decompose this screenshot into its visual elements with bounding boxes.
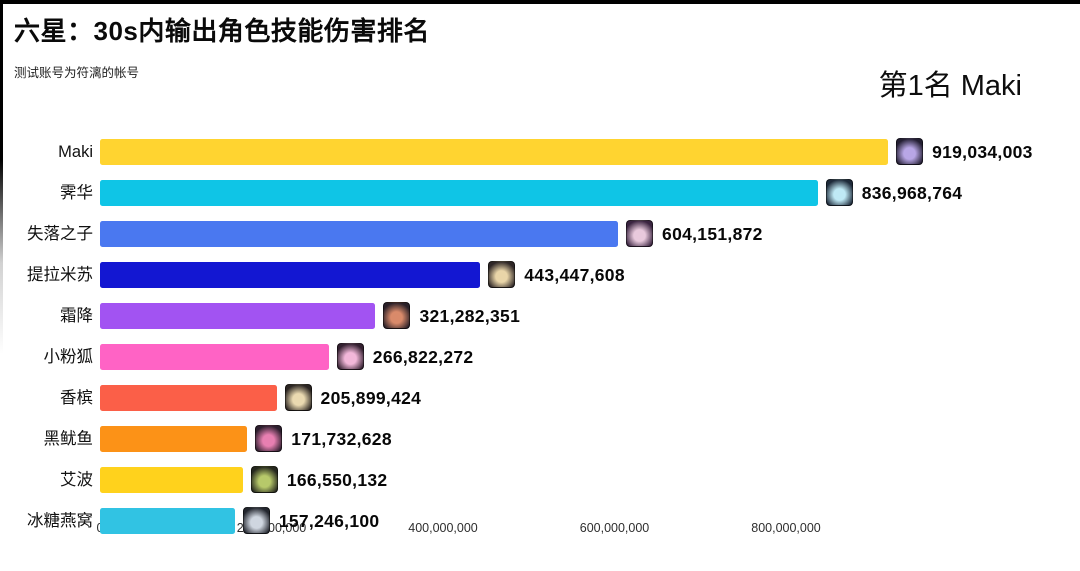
rank-banner: 第1名 Maki <box>878 70 1022 102</box>
bar-row: Maki 919,034,003 <box>0 138 1080 166</box>
bar-label: 艾波 <box>60 471 93 489</box>
bar-label: 霁华 <box>60 184 93 202</box>
x-axis-tick-label: 600,000,000 <box>579 521 650 535</box>
bar-value: 321,282,351 <box>419 306 521 326</box>
bar-row: 提拉米苏 443,447,608 <box>0 261 1080 289</box>
bar-value: 919,034,003 <box>932 142 1033 162</box>
page-title: 六星：30s内输出角色技能伤害排名 <box>14 16 430 46</box>
character-avatar-icon <box>336 343 364 370</box>
bar-value: 157,246,100 <box>278 511 380 531</box>
bar-label: 香槟 <box>60 389 93 407</box>
character-avatar-icon <box>488 261 516 288</box>
bar-label: 提拉米苏 <box>27 266 93 284</box>
bar <box>100 508 235 534</box>
bar-row: 黑鱿鱼 171,732,628 <box>0 425 1080 453</box>
bar-label: 小粉狐 <box>43 348 94 366</box>
page-subtitle: 测试账号为符漓的帐号 <box>14 66 140 80</box>
bar-label: 失落之子 <box>27 225 93 243</box>
x-axis-tick-label: 800,000,000 <box>751 521 821 535</box>
bar <box>100 467 243 493</box>
bar-label: 霜降 <box>60 307 93 325</box>
character-avatar-icon <box>896 138 924 165</box>
bar-row: 香槟 205,899,424 <box>0 384 1080 412</box>
bar-row: 霁华 836,968,764 <box>0 179 1080 207</box>
character-avatar-icon <box>825 179 853 206</box>
bar-label: 冰糖燕窝 <box>27 512 93 530</box>
character-avatar-icon <box>242 507 270 534</box>
bar-label: 黑鱿鱼 <box>43 430 94 448</box>
x-axis-tick-label: 400,000,000 <box>408 521 478 535</box>
bar <box>100 139 889 165</box>
bar-row: 失落之子 604,151,872 <box>0 220 1080 248</box>
bar <box>100 385 277 411</box>
bar <box>100 262 481 288</box>
character-avatar-icon <box>626 220 654 247</box>
character-avatar-icon <box>250 466 278 493</box>
bar-row: 霜降 321,282,351 <box>0 302 1080 330</box>
character-avatar-icon <box>284 384 312 411</box>
bar-value: 604,151,872 <box>662 224 763 244</box>
bar-value: 266,822,272 <box>372 347 474 367</box>
bar-value: 836,968,764 <box>861 183 963 203</box>
bar <box>100 344 329 370</box>
bar <box>100 303 376 329</box>
bar-value: 171,732,628 <box>291 429 392 449</box>
bar-row: 小粉狐 266,822,272 <box>0 343 1080 371</box>
character-avatar-icon <box>255 425 283 452</box>
bar-label: Maki <box>58 143 93 161</box>
character-avatar-icon <box>383 302 411 329</box>
bar <box>100 180 818 206</box>
bar-row: 艾波 166,550,132 <box>0 466 1080 494</box>
bar-value: 443,447,608 <box>524 265 625 285</box>
left-border-line <box>0 0 3 571</box>
bar <box>100 426 248 452</box>
bar-value: 205,899,424 <box>320 388 422 408</box>
bar-row: 冰糖燕窝 157,246,100 <box>0 507 1080 535</box>
bar <box>100 221 619 247</box>
bar-value: 166,550,132 <box>286 470 388 490</box>
top-border-line <box>0 0 1080 4</box>
